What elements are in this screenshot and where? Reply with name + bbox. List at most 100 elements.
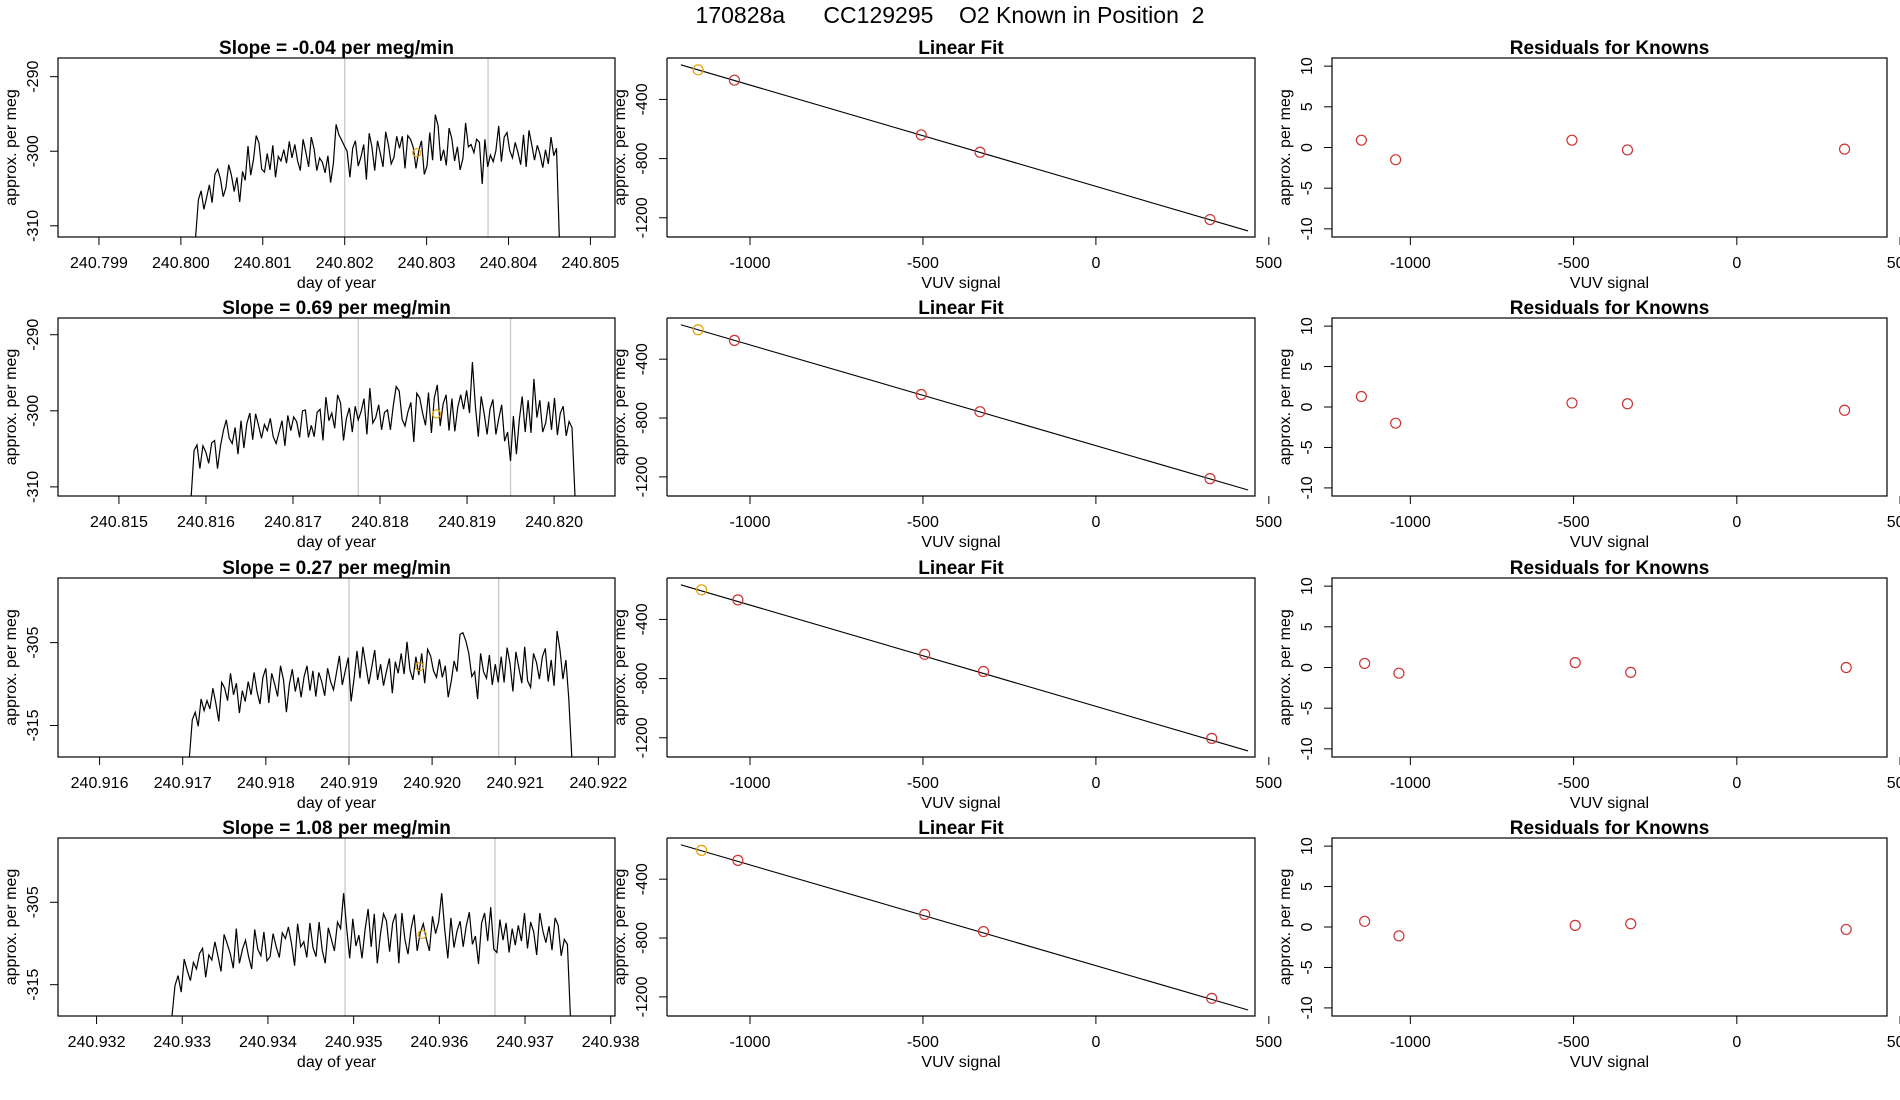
y-tick-label: -800 bbox=[634, 662, 651, 694]
plot-area bbox=[1355, 390, 1851, 429]
x-axis-label: VUV signal bbox=[921, 275, 1000, 292]
x-tick-label: 240.800 bbox=[152, 255, 210, 272]
x-tick-label: 240.801 bbox=[234, 255, 292, 272]
y-tick-label: 10 bbox=[1299, 577, 1316, 595]
data-point bbox=[1359, 657, 1371, 670]
known-data-point bbox=[692, 64, 704, 76]
x-tick-label: 500 bbox=[1887, 1034, 1900, 1051]
x-tick-label: 500 bbox=[1255, 1034, 1282, 1051]
panel-title: Residuals for Knowns bbox=[1510, 818, 1710, 839]
y-axis-label: approx. per meg bbox=[3, 609, 20, 726]
x-tick-label: 0 bbox=[1091, 1034, 1100, 1051]
data-point bbox=[1569, 919, 1581, 931]
x-tick-label: 240.916 bbox=[71, 775, 129, 792]
x-tick-label: 240.933 bbox=[153, 1034, 211, 1051]
y-axis-label: approx. per meg bbox=[1277, 869, 1294, 986]
linear-fit-panel-row-4: Linear Fit -1000 -500 0 500 -400 -800 -1200 VUV … bbox=[612, 818, 1282, 1071]
y-tick-label: -10 bbox=[1299, 996, 1316, 1019]
y-tick-label: -315 bbox=[25, 709, 42, 741]
y-tick-label: 0 bbox=[1299, 663, 1316, 672]
y-axis-label: approx. per meg bbox=[612, 349, 629, 466]
mean-marker-point bbox=[417, 929, 427, 940]
plot-frame bbox=[57, 317, 616, 497]
time-series-panel-row-2: Slope = 0.69 per meg/min 240.815 240.816 24… bbox=[3, 298, 616, 551]
x-tick-label: 0 bbox=[1732, 514, 1741, 531]
y-tick-label: -400 bbox=[634, 83, 651, 115]
x-tick-label: -500 bbox=[1558, 775, 1590, 792]
x-tick-label: 240.938 bbox=[582, 1034, 640, 1051]
plot-area bbox=[1355, 134, 1851, 166]
x-tick-label: -1000 bbox=[730, 775, 771, 792]
x-tick-label: 240.805 bbox=[562, 255, 620, 272]
x-tick-label: -1000 bbox=[730, 1034, 771, 1051]
x-tick-label: 240.803 bbox=[398, 255, 456, 272]
x-tick-label: 0 bbox=[1091, 514, 1100, 531]
linear-fit-panel-row-3: Linear Fit -1000 -500 0 500 -400 -800 -1200 VUV … bbox=[612, 558, 1282, 812]
fit-line bbox=[680, 324, 1249, 491]
mean-marker-point bbox=[415, 662, 425, 672]
x-tick-label: 240.819 bbox=[438, 514, 496, 531]
plot-area bbox=[680, 844, 1249, 1011]
data-point bbox=[919, 908, 931, 921]
plot-frame bbox=[667, 57, 1256, 238]
data-point bbox=[728, 334, 741, 346]
x-tick-label: 240.816 bbox=[177, 514, 235, 531]
residuals-panel-row-3: Residuals for Knowns -1000 -500 0 500 10 5 0 -5 -… bbox=[1277, 558, 1900, 812]
y-axis-label: approx. per meg bbox=[1277, 89, 1294, 206]
y-tick-label: 5 bbox=[1299, 102, 1316, 111]
x-axis-label: VUV signal bbox=[1570, 275, 1649, 292]
mean-marker-point bbox=[431, 409, 442, 419]
x-tick-label: -500 bbox=[907, 255, 939, 272]
y-tick-label: 0 bbox=[1299, 402, 1316, 411]
y-tick-label: -10 bbox=[1299, 476, 1316, 499]
x-tick-label: -500 bbox=[907, 775, 939, 792]
panel-title: Linear Fit bbox=[918, 38, 1004, 59]
x-tick-label: 0 bbox=[1091, 775, 1100, 792]
data-point bbox=[732, 854, 744, 866]
x-tick-label: 240.921 bbox=[486, 775, 544, 792]
data-point bbox=[974, 406, 986, 418]
x-tick-label: -1000 bbox=[1390, 775, 1431, 792]
x-tick-label: 240.937 bbox=[496, 1034, 554, 1051]
y-axis-label: approx. per meg bbox=[3, 89, 20, 206]
fit-line bbox=[680, 844, 1249, 1011]
x-tick-label: 500 bbox=[1255, 514, 1282, 531]
y-tick-label: -310 bbox=[25, 471, 42, 503]
y-axis-label: approx. per meg bbox=[612, 89, 629, 206]
residuals-panel-row-4: Residuals for Knowns -1000 -500 0 500 10 5 0 -5 -… bbox=[1277, 818, 1900, 1071]
x-tick-label: -1000 bbox=[730, 255, 771, 272]
signal-trace-line bbox=[171, 893, 571, 1016]
y-tick-label: -305 bbox=[25, 627, 42, 659]
y-tick-label: -315 bbox=[25, 969, 42, 1001]
panel-title: Linear Fit bbox=[918, 298, 1004, 319]
y-tick-label: 5 bbox=[1299, 882, 1316, 891]
y-axis-label: approx. per meg bbox=[3, 869, 20, 986]
y-tick-label: -305 bbox=[25, 886, 42, 918]
y-tick-label: -10 bbox=[1299, 737, 1316, 760]
data-point bbox=[1621, 398, 1634, 410]
y-tick-label: 10 bbox=[1299, 57, 1316, 75]
x-tick-label: 0 bbox=[1732, 1034, 1741, 1051]
data-point bbox=[1204, 213, 1216, 226]
data-point bbox=[1390, 417, 1402, 429]
panel-title: Slope = -0.04 per meg/min bbox=[219, 38, 454, 59]
plot-area bbox=[188, 630, 573, 757]
panel-title: Residuals for Knowns bbox=[1510, 558, 1710, 579]
plot-area bbox=[1359, 915, 1852, 942]
plot-area bbox=[1359, 657, 1852, 679]
x-axis-label: VUV signal bbox=[921, 795, 1000, 812]
y-tick-label: -800 bbox=[634, 142, 651, 174]
y-tick-label: 5 bbox=[1299, 362, 1316, 371]
x-axis-label: VUV signal bbox=[921, 534, 1000, 551]
x-tick-label: -500 bbox=[1558, 514, 1590, 531]
data-point bbox=[1390, 154, 1402, 166]
x-tick-label: 240.820 bbox=[525, 514, 583, 531]
y-tick-label: 10 bbox=[1299, 317, 1316, 335]
data-point bbox=[1206, 992, 1218, 1004]
y-tick-label: -10 bbox=[1299, 217, 1316, 240]
residuals-panel-row-1: Residuals for Knowns -1000 -500 0 500 10 5 0 -5 -… bbox=[1277, 38, 1900, 292]
y-axis-label: approx. per meg bbox=[612, 869, 629, 986]
plot-frame bbox=[667, 837, 1256, 1017]
figure-title: 170828a CC129295 O2 Known in Position 2 bbox=[695, 2, 1205, 28]
x-tick-label: 240.932 bbox=[68, 1034, 126, 1051]
